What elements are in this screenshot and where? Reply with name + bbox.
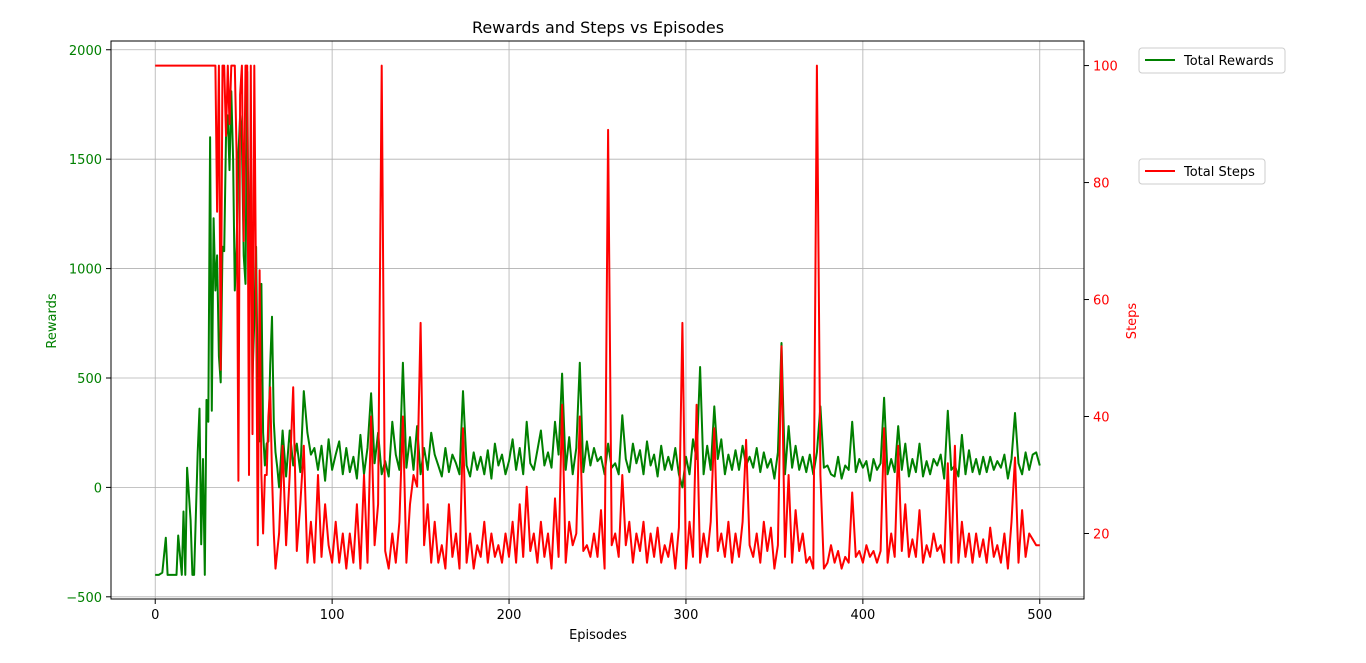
legend-rewards-label: Total Rewards	[1183, 54, 1274, 69]
y-right-tick-label: 60	[1093, 294, 1110, 309]
y-right-tick-label: 40	[1093, 411, 1110, 426]
x-tick-label: 400	[850, 608, 875, 623]
y-left-tick-label: −500	[66, 591, 102, 606]
y-left-tick-label: 1000	[69, 263, 102, 278]
legend-steps-box	[1138, 158, 1266, 185]
axes: 0 100 200 300 400 500 −500 0 500 1000 1500 2000 20 40…	[66, 40, 1118, 623]
x-tick-label: 200	[497, 608, 522, 623]
y-left-tick-label: 1500	[69, 153, 102, 168]
y-left-tick-label: 500	[77, 372, 102, 387]
x-axis-label: Episodes	[569, 628, 627, 643]
legend-rewards-box	[1138, 47, 1286, 74]
y-left-tick-label: 2000	[69, 44, 102, 59]
legend-steps: Total Steps	[1138, 158, 1266, 185]
y-axis-left-label: Rewards	[45, 293, 60, 348]
grid-lines	[111, 41, 1084, 599]
legend-rewards: Total Rewards	[1138, 47, 1286, 74]
y-right-tick-label: 80	[1093, 177, 1110, 192]
x-tick-label: 500	[1027, 608, 1052, 623]
y-right-tick-label: 20	[1093, 527, 1110, 542]
plot-area	[155, 64, 1041, 576]
chart-title: Rewards and Steps vs Episodes	[472, 18, 724, 37]
x-tick-label: 100	[320, 608, 345, 623]
plot-frame	[110, 40, 1085, 600]
y-left-tick-label: 0	[94, 481, 102, 496]
x-tick-label: 300	[674, 608, 699, 623]
legend-steps-label: Total Steps	[1183, 165, 1255, 180]
x-tick-label: 0	[151, 608, 159, 623]
y-axis-right-label: Steps	[1125, 303, 1140, 340]
series-line-total-steps	[155, 64, 1040, 570]
y-right-tick-label: 100	[1093, 60, 1118, 75]
